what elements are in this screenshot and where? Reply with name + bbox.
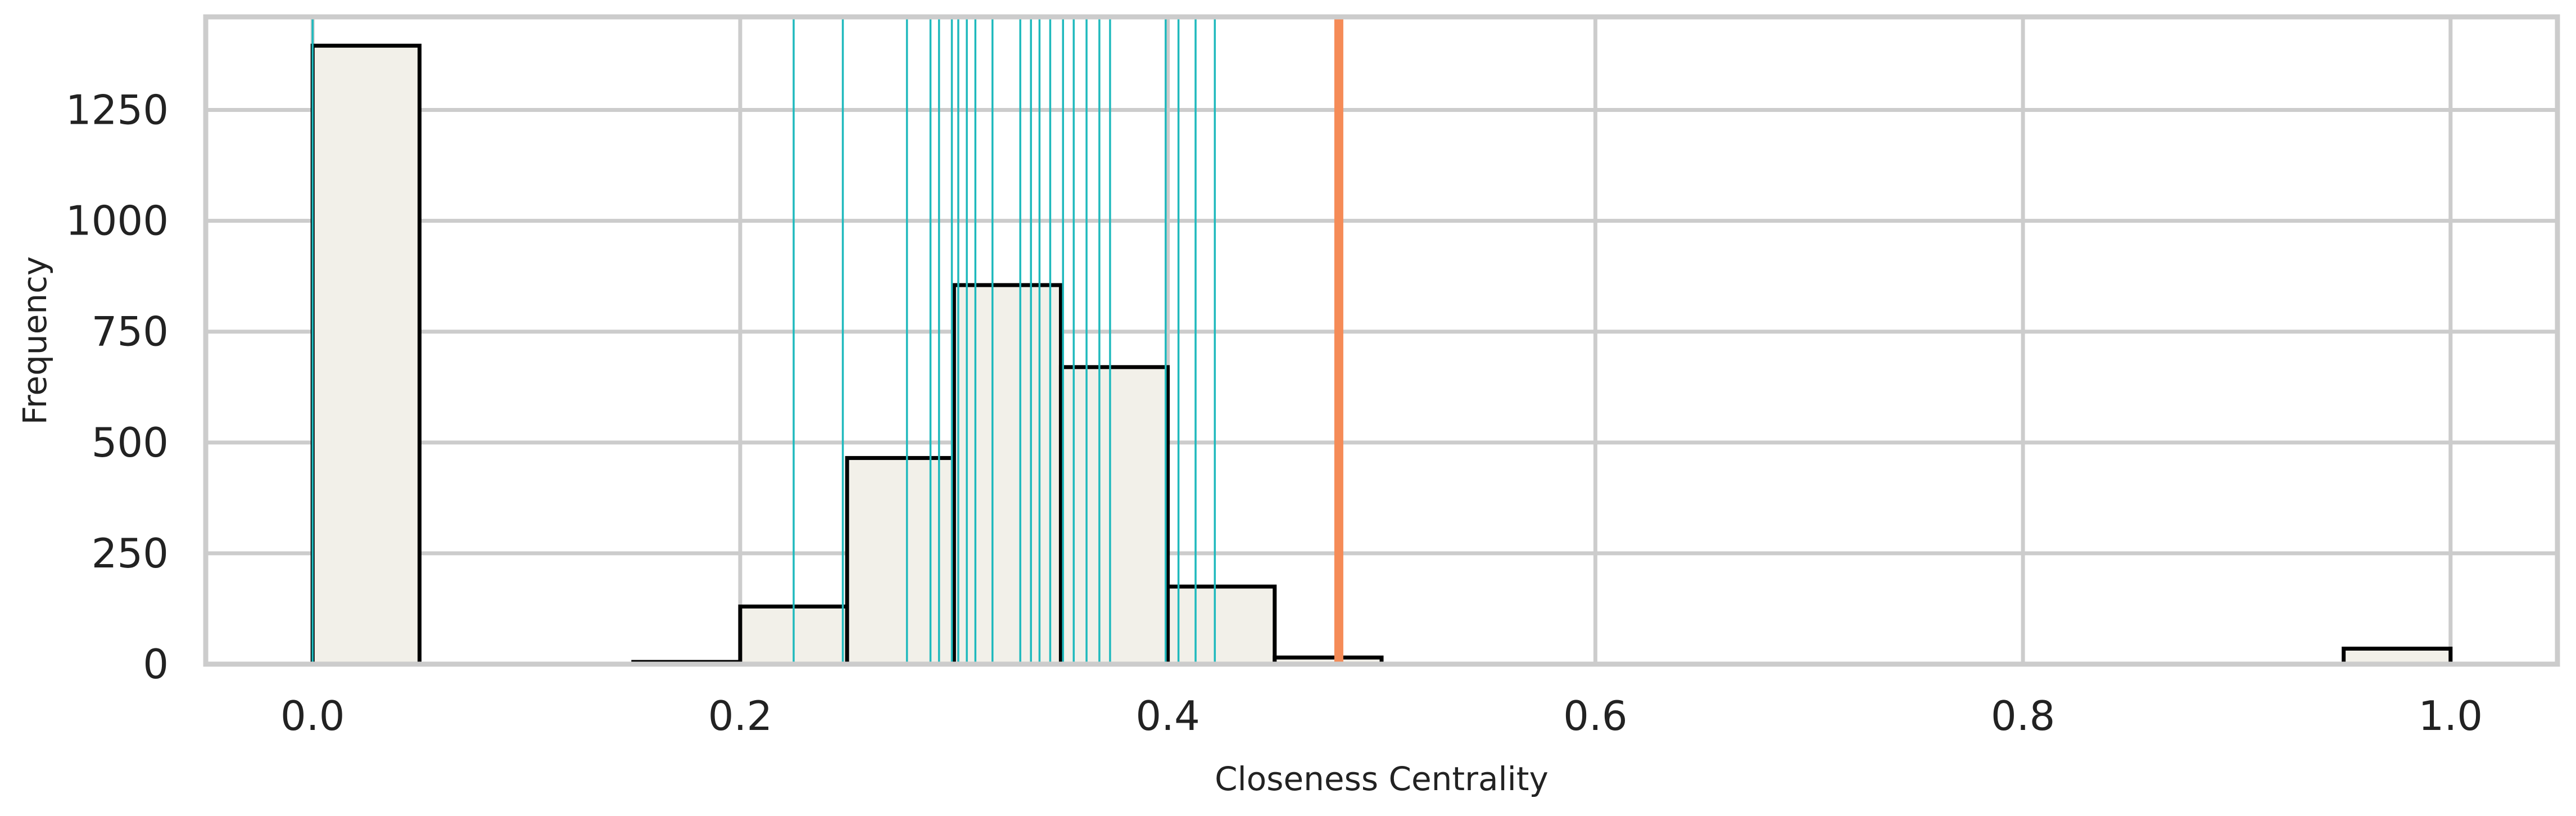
reference-lines [311, 17, 1343, 664]
y-tick-label: 1250 [66, 87, 169, 134]
x-axis-title: Closeness Centrality [1215, 760, 1549, 798]
y-axis-title: Frequency [16, 256, 54, 425]
x-tick-label: 0.6 [1563, 692, 1628, 740]
x-tick-label: 1.0 [2419, 692, 2483, 740]
histogram-bar [952, 283, 1063, 666]
y-tick-label: 500 [92, 419, 169, 466]
y-tick-label: 750 [92, 308, 169, 355]
histogram-bar [1058, 365, 1170, 666]
histogram-bars [310, 43, 2453, 666]
x-tick-labels: 0.0 0.2 0.4 0.6 0.8 1.0 [280, 692, 2483, 740]
y-tick-labels: 0 250 500 750 1000 1250 [66, 87, 169, 688]
histogram-bar [310, 43, 422, 666]
x-tick-label: 0.2 [708, 692, 773, 740]
y-tick-label: 1000 [66, 197, 169, 245]
x-tick-label: 0.8 [1991, 692, 2056, 740]
histogram-bar [845, 456, 956, 666]
histogram-bar [1166, 584, 1277, 666]
plot-frame [203, 14, 2560, 667]
y-tick-label: 250 [92, 530, 169, 577]
y-tick-label: 0 [143, 641, 169, 688]
x-tick-label: 0.0 [280, 692, 345, 740]
x-tick-label: 0.4 [1135, 692, 1200, 740]
grid-lines [206, 17, 2557, 666]
